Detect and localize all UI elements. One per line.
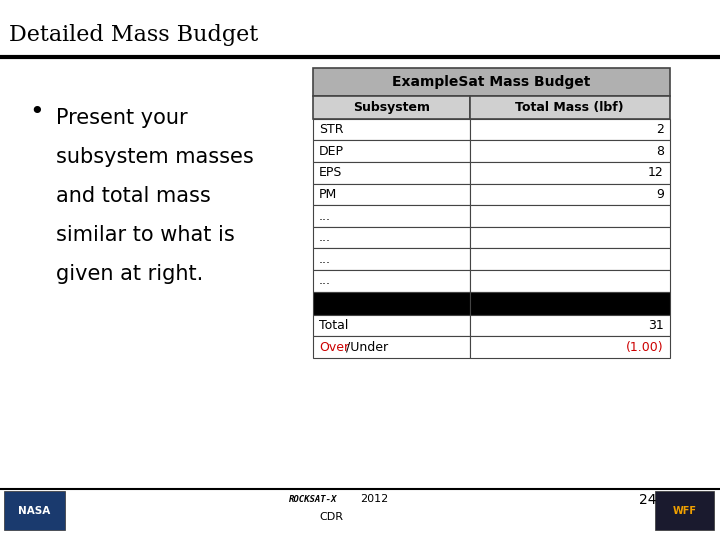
Bar <box>313 315 470 336</box>
Text: 8: 8 <box>656 145 664 158</box>
Text: Subsystem: Subsystem <box>353 100 430 114</box>
Text: 9: 9 <box>656 188 664 201</box>
Text: NASA: NASA <box>18 506 50 516</box>
Text: PM: PM <box>319 188 337 201</box>
Bar <box>470 140 670 162</box>
Bar <box>313 336 470 358</box>
Text: 12: 12 <box>648 166 664 179</box>
Text: CDR: CDR <box>319 512 343 522</box>
Bar <box>313 292 470 315</box>
Bar <box>313 205 470 227</box>
Text: STR: STR <box>319 123 343 136</box>
Bar <box>655 491 714 530</box>
Bar <box>313 227 470 248</box>
Text: and total mass: and total mass <box>56 186 211 206</box>
Bar <box>470 184 670 205</box>
Text: ...: ... <box>319 274 331 287</box>
Bar <box>470 227 670 248</box>
Text: similar to what is: similar to what is <box>56 225 235 245</box>
Bar <box>313 68 670 96</box>
Bar <box>470 315 670 336</box>
Bar <box>4 491 65 530</box>
Bar <box>313 119 470 140</box>
Text: 24: 24 <box>639 492 657 507</box>
Bar <box>313 96 470 119</box>
Text: given at right.: given at right. <box>56 264 204 284</box>
Text: (1.00): (1.00) <box>626 341 664 354</box>
Bar <box>470 336 670 358</box>
Text: WFF: WFF <box>672 506 697 516</box>
Text: ...: ... <box>319 253 331 266</box>
Bar <box>470 119 670 140</box>
Text: ...: ... <box>319 210 331 222</box>
Bar <box>470 270 670 292</box>
Text: DEP: DEP <box>319 145 344 158</box>
Bar <box>313 140 470 162</box>
Text: /Under: /Under <box>346 341 388 354</box>
Text: •: • <box>29 100 43 124</box>
Text: ROCKSAT-X: ROCKSAT-X <box>289 495 338 504</box>
Text: 2: 2 <box>656 123 664 136</box>
Bar <box>313 162 470 184</box>
Text: Total: Total <box>319 319 348 332</box>
Text: Present your: Present your <box>56 108 188 128</box>
Text: Total Mass (lbf): Total Mass (lbf) <box>516 100 624 114</box>
Text: ...: ... <box>319 231 331 244</box>
Text: 2012: 2012 <box>360 495 388 504</box>
Bar <box>470 96 670 119</box>
Text: Detailed Mass Budget: Detailed Mass Budget <box>9 24 258 46</box>
Bar <box>470 292 670 315</box>
Bar <box>470 162 670 184</box>
Bar <box>470 205 670 227</box>
Bar <box>313 248 470 270</box>
Text: ExampleSat Mass Budget: ExampleSat Mass Budget <box>392 75 590 89</box>
Bar <box>470 248 670 270</box>
Text: subsystem masses: subsystem masses <box>56 147 254 167</box>
Text: EPS: EPS <box>319 166 342 179</box>
Text: 31: 31 <box>648 319 664 332</box>
Bar <box>313 270 470 292</box>
Bar <box>313 184 470 205</box>
Text: Over: Over <box>319 341 349 354</box>
